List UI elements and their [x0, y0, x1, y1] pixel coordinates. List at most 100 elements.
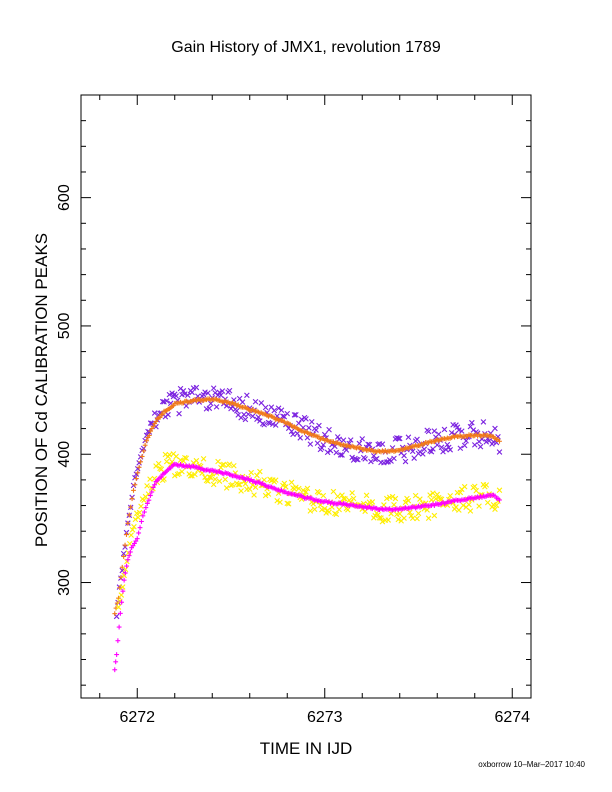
data-point	[189, 389, 195, 396]
data-point	[151, 410, 158, 416]
data-point	[456, 507, 462, 513]
data-point	[268, 477, 275, 484]
data-point	[407, 509, 413, 516]
data-point	[339, 492, 345, 498]
data-point	[448, 429, 455, 436]
data-point	[457, 489, 464, 496]
data-point	[434, 442, 441, 448]
data-point	[355, 456, 361, 463]
data-point	[375, 441, 381, 448]
data-point	[278, 407, 285, 413]
data-point	[277, 499, 283, 505]
data-point	[414, 436, 420, 443]
data-point	[381, 502, 387, 508]
data-point	[320, 442, 327, 448]
data-point	[408, 513, 415, 519]
data-point	[457, 445, 464, 452]
data-point	[166, 451, 173, 458]
data-point	[193, 384, 200, 391]
data-point	[333, 511, 340, 518]
data-point	[228, 482, 234, 489]
data-point	[496, 487, 503, 494]
data-point	[177, 385, 184, 392]
data-point	[415, 510, 422, 517]
data-point	[304, 485, 311, 492]
data-point	[303, 416, 309, 422]
data-point	[447, 492, 454, 499]
data-point	[255, 414, 262, 420]
data-point	[235, 412, 242, 418]
data-point	[409, 515, 416, 522]
data-point	[167, 400, 174, 407]
data-point	[297, 435, 304, 441]
data-point	[157, 410, 163, 417]
data-point	[268, 404, 275, 410]
data-point	[434, 491, 441, 498]
data-point	[438, 496, 445, 503]
data-point	[119, 584, 126, 590]
data-point	[486, 438, 492, 444]
x-tick-label: 6273	[307, 709, 343, 726]
data-point	[447, 446, 454, 453]
data-point	[261, 421, 267, 428]
data-point	[176, 470, 182, 477]
data-point	[349, 490, 355, 496]
data-point	[226, 387, 233, 394]
data-point	[267, 420, 273, 427]
data-point	[427, 492, 433, 498]
data-point	[265, 491, 272, 497]
data-point	[430, 490, 436, 496]
data-point	[389, 493, 396, 500]
data-point	[395, 516, 402, 523]
y-tick-label: 300	[56, 569, 73, 596]
data-point	[158, 466, 165, 473]
data-point	[313, 427, 319, 433]
data-point	[170, 451, 177, 457]
data-point	[173, 453, 179, 460]
data-point	[182, 391, 188, 397]
footer-credit: oxborrow 10–Mar–2017 10:40	[478, 760, 585, 769]
data-point	[417, 496, 423, 502]
data-point	[189, 473, 195, 479]
data-point	[242, 416, 249, 423]
data-point	[202, 389, 208, 395]
data-point	[145, 428, 151, 435]
data-point	[281, 480, 288, 487]
data-point	[208, 474, 214, 481]
data-point	[456, 427, 462, 433]
data-point	[425, 428, 432, 435]
data-point	[327, 447, 334, 454]
data-point	[257, 418, 263, 424]
data-point	[169, 458, 175, 465]
data-point	[155, 460, 162, 467]
data-point	[285, 501, 292, 507]
data-point	[333, 449, 340, 456]
chart-title: Gain History of JMX1, revolution 1789	[171, 39, 441, 56]
data-point	[233, 408, 240, 414]
data-point	[391, 455, 397, 462]
data-point	[425, 515, 432, 521]
data-point	[251, 492, 257, 498]
data-point	[236, 395, 243, 402]
data-point	[119, 567, 126, 574]
data-point	[272, 477, 279, 483]
data-point	[262, 492, 269, 499]
data-point	[293, 412, 299, 418]
data-point	[311, 506, 318, 513]
data-point	[420, 451, 426, 457]
data-point	[394, 435, 400, 441]
data-point	[453, 504, 459, 510]
data-point	[169, 390, 175, 396]
data-point	[319, 445, 325, 451]
x-tick-label: 6274	[494, 709, 530, 726]
data-point	[326, 426, 332, 433]
data-point	[391, 501, 397, 508]
data-point	[414, 515, 420, 522]
data-point	[476, 503, 482, 509]
data-point	[238, 488, 244, 494]
data-point	[395, 435, 402, 442]
data-point	[295, 485, 302, 492]
data-point	[231, 462, 237, 469]
data-point	[192, 471, 198, 478]
data-point	[249, 413, 256, 420]
